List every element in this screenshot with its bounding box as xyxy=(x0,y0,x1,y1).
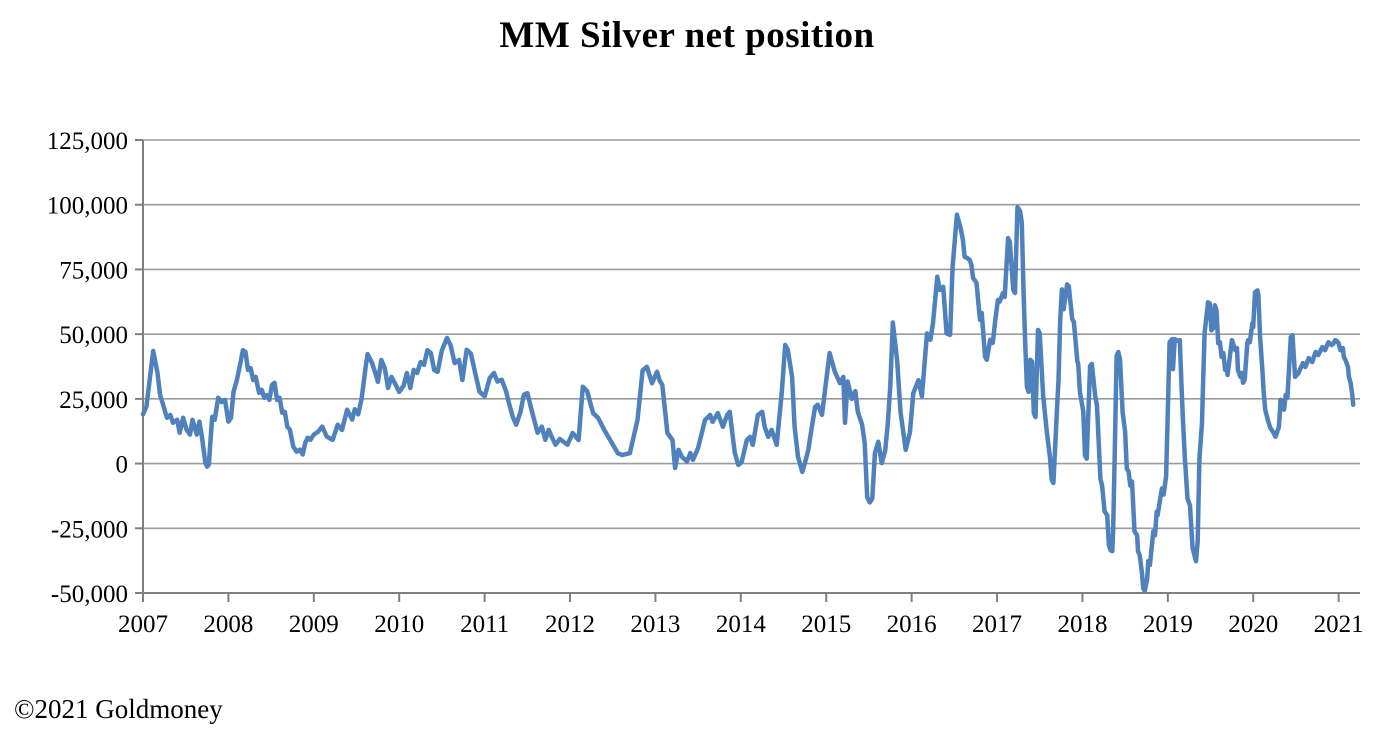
y-tick-label: -25,000 xyxy=(51,516,128,543)
x-tick-label: 2007 xyxy=(118,611,168,638)
y-tick-label: 0 xyxy=(116,452,129,479)
y-tick-label: 50,000 xyxy=(59,322,128,349)
y-tick-label: -50,000 xyxy=(51,581,128,608)
y-tick-label: 25,000 xyxy=(59,387,128,414)
x-tick-label: 2010 xyxy=(374,611,424,638)
chart-title: MM Silver net position xyxy=(499,15,875,56)
x-tick-label: 2009 xyxy=(289,611,339,638)
x-tick-label: 2011 xyxy=(460,611,509,638)
x-tick-label: 2021 xyxy=(1314,611,1364,638)
series-line xyxy=(140,205,1356,594)
x-tick-label: 2020 xyxy=(1228,611,1278,638)
x-tick-label: 2016 xyxy=(887,611,937,638)
y-tick-label: 75,000 xyxy=(59,257,128,284)
x-tick-label: 2014 xyxy=(716,611,767,638)
x-tick-label: 2015 xyxy=(801,611,851,638)
x-tick-label: 2018 xyxy=(1057,611,1107,638)
y-tick-label: 100,000 xyxy=(47,193,128,220)
x-tick-label: 2012 xyxy=(545,611,595,638)
x-tick-label: 2019 xyxy=(1143,611,1193,638)
x-tick-label: 2008 xyxy=(203,611,253,638)
y-tick-label: 125,000 xyxy=(47,128,128,155)
x-tick-label: 2013 xyxy=(630,611,680,638)
copyright-attribution: ©2021 Goldmoney xyxy=(14,694,223,724)
x-tick-label: 2017 xyxy=(972,611,1022,638)
